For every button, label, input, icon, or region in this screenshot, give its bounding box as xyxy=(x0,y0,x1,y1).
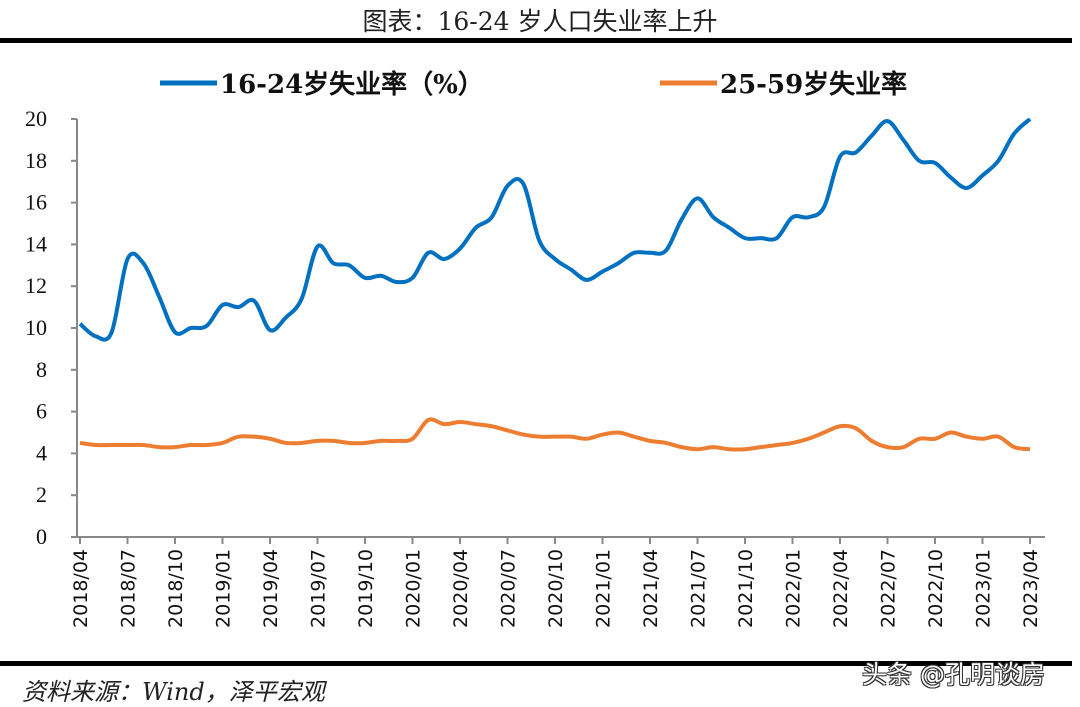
y-tick-label: 8 xyxy=(36,357,47,382)
y-tick-label: 16 xyxy=(25,190,47,215)
x-tick-label: 2019/04 xyxy=(260,549,282,628)
x-tick-label: 2020/04 xyxy=(450,549,472,628)
source-note: 资料来源：Wind，泽平宏观 xyxy=(22,672,325,707)
x-tick-label: 2020/07 xyxy=(498,549,520,628)
x-tick-label: 2021/01 xyxy=(593,549,615,628)
y-tick-label: 2 xyxy=(36,482,47,507)
y-tick-label: 18 xyxy=(25,148,47,173)
x-tick-label: 2022/10 xyxy=(925,549,947,628)
x-tick-label: 2018/04 xyxy=(70,549,92,628)
x-tick-label: 2022/07 xyxy=(878,549,900,628)
x-tick-label: 2019/07 xyxy=(308,549,330,628)
x-tick-label: 2021/04 xyxy=(640,549,662,628)
x-tick-label: 2022/04 xyxy=(830,549,852,628)
x-tick-label: 2019/10 xyxy=(355,549,377,628)
y-tick-label: 12 xyxy=(25,273,47,298)
x-tick-label: 2021/10 xyxy=(735,549,757,628)
x-tick-label: 2018/10 xyxy=(165,549,187,628)
x-tick-label: 2019/01 xyxy=(213,549,235,628)
x-tick-label: 2018/07 xyxy=(118,549,140,628)
y-tick-label: 6 xyxy=(36,399,47,424)
watermark: 头条 @孔明谈房 xyxy=(862,655,1045,691)
y-tick-label: 14 xyxy=(25,231,47,256)
y-tick-label: 10 xyxy=(25,315,47,340)
series-lines xyxy=(80,119,1030,450)
x-tick-label: 2022/01 xyxy=(783,549,805,628)
x-tick-label: 2021/07 xyxy=(688,549,710,628)
y-tick-label: 4 xyxy=(36,440,47,465)
legend-label-1: 16-24岁失业率（%） xyxy=(220,69,484,100)
legend: 16-24岁失业率（%） 25-59岁失业率 xyxy=(160,69,907,100)
x-tick-label: 2020/01 xyxy=(403,549,425,628)
y-tick-label: 20 xyxy=(25,106,47,131)
series-line-2 xyxy=(80,419,1030,449)
axes: 0 2 4 6 8 10 12 14 16 18 20 2018/04 2018/07 2018/10 20… xyxy=(25,106,1045,628)
series-line-1 xyxy=(80,119,1030,340)
x-tick-label: 2020/10 xyxy=(545,549,567,628)
x-tick-label: 2023/01 xyxy=(973,549,995,628)
y-tick-label: 0 xyxy=(36,524,47,549)
legend-label-2: 25-59岁失业率 xyxy=(720,69,907,100)
x-tick-label: 2023/04 xyxy=(1020,549,1042,628)
